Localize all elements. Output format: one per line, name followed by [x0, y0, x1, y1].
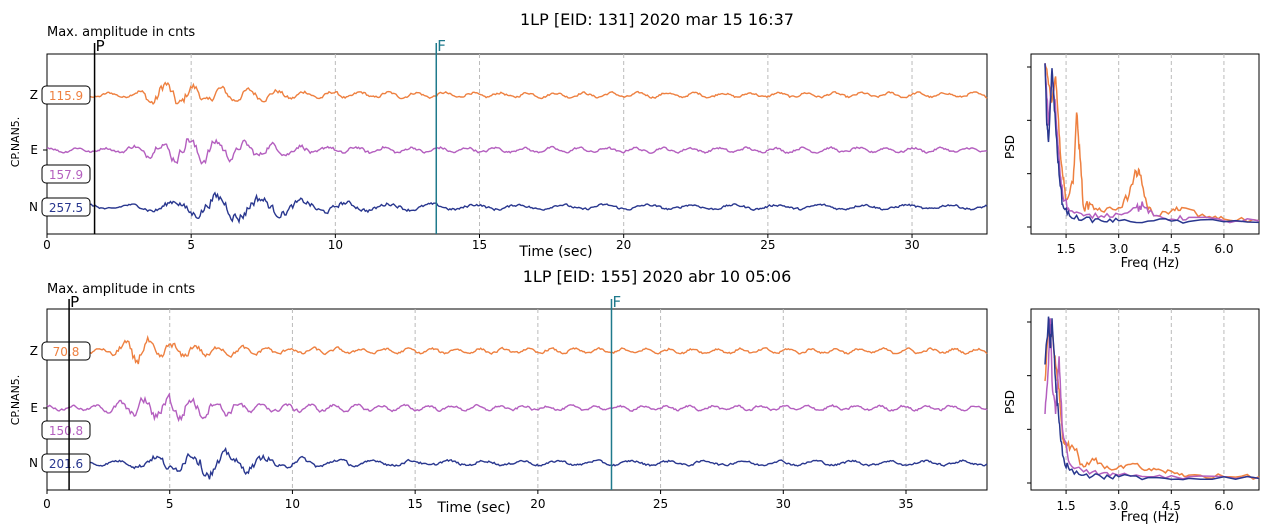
pick-label-F: F	[612, 293, 621, 311]
pick-label-P: P	[70, 293, 79, 311]
amplitude-badge-E	[41, 420, 91, 440]
amplitude-value-E: 150.8	[49, 424, 83, 438]
panel-2-amplitude-label: Max. amplitude in cnts	[47, 282, 195, 297]
panel-1-psd-xlabel: Freq (Hz)	[1121, 256, 1180, 271]
channel-label-E: E	[30, 401, 38, 415]
x-tick-label: 10	[285, 497, 300, 511]
trace-N	[46, 191, 988, 225]
trace-frame-2	[46, 308, 988, 491]
panel-2-psd-xlabel: Freq (Hz)	[1121, 510, 1180, 525]
panel-1-xlabel: Time (sec)	[518, 244, 592, 260]
x-tick-label: 4.5	[1162, 242, 1181, 256]
panel-2-xlabel: Time (sec)	[436, 500, 510, 516]
channel-label-Z: Z	[30, 344, 38, 358]
trace-Z	[46, 81, 988, 106]
psd-line-N	[1044, 316, 1260, 481]
psd-line-Z	[1044, 323, 1260, 480]
trace-E	[46, 392, 988, 423]
panel-1-station-label: CP.NAN5.	[9, 117, 22, 168]
psd-line-E	[1044, 318, 1260, 480]
psd-frame-1	[1030, 53, 1260, 235]
panel-1-title: 1LP [EID: 131] 2020 mar 15 16:37	[520, 10, 794, 29]
x-tick-label: 20	[616, 238, 631, 252]
x-tick-label: 3.0	[1109, 499, 1128, 513]
x-tick-label: 30	[904, 238, 919, 252]
psd-line-Z	[1044, 63, 1260, 223]
psd-frame-2	[1030, 308, 1260, 491]
x-tick-label: 5	[166, 497, 174, 511]
pick-label-P: P	[96, 37, 105, 55]
panel-2-station-label: CP.NAN5.	[9, 375, 22, 426]
amplitude-badge-N	[41, 453, 91, 473]
x-tick-label: 1.5	[1057, 242, 1076, 256]
amplitude-badge-E	[41, 164, 91, 184]
x-tick-label: 10	[328, 238, 343, 252]
pick-label-F: F	[437, 37, 446, 55]
amplitude-value-N: 201.6	[49, 457, 83, 471]
amplitude-value-N: 257.5	[49, 201, 83, 215]
amplitude-badge-N	[41, 197, 91, 217]
x-tick-label: 15	[408, 497, 423, 511]
x-tick-label: 1.5	[1057, 499, 1076, 513]
amplitude-value-Z: 70.8	[53, 345, 80, 359]
x-tick-label: 0	[43, 497, 51, 511]
channel-label-E: E	[30, 143, 38, 157]
x-tick-label: 25	[653, 497, 668, 511]
amplitude-value-Z: 115.9	[49, 89, 83, 103]
trace-Z	[46, 334, 988, 365]
trace-E	[46, 138, 988, 165]
trace-frame-1	[46, 53, 988, 235]
amplitude-value-E: 157.9	[49, 168, 83, 182]
psd-line-E	[1044, 63, 1260, 224]
psd-line-N	[1044, 63, 1260, 224]
x-tick-label: 20	[530, 497, 545, 511]
chart-layer: 0 5 10 15 20 25 30 Z 115.9 E 157.9 N 257.5 P F 1.5 3.0 4.…	[29, 37, 1260, 513]
x-tick-label: 30	[776, 497, 791, 511]
x-tick-label: 0	[43, 238, 51, 252]
panel-1-amplitude-label: Max. amplitude in cnts	[47, 25, 195, 40]
channel-label-Z: Z	[30, 88, 38, 102]
trace-N	[46, 446, 988, 480]
x-tick-label: 25	[760, 238, 775, 252]
panel-1-psd-ylabel: PSD	[1003, 135, 1017, 159]
x-tick-label: 5	[187, 238, 195, 252]
x-tick-label: 15	[472, 238, 487, 252]
channel-label-N: N	[29, 456, 38, 470]
panel-2-title: 1LP [EID: 155] 2020 abr 10 05:06	[523, 267, 792, 286]
channel-label-N: N	[29, 200, 38, 214]
x-tick-label: 4.5	[1162, 499, 1181, 513]
amplitude-badge-Z	[41, 85, 91, 105]
amplitude-badge-Z	[41, 341, 91, 361]
x-tick-label: 6.0	[1214, 499, 1233, 513]
x-tick-label: 35	[898, 497, 913, 511]
panel-2-psd-ylabel: PSD	[1003, 390, 1017, 414]
x-tick-label: 3.0	[1109, 242, 1128, 256]
x-tick-label: 6.0	[1214, 242, 1233, 256]
